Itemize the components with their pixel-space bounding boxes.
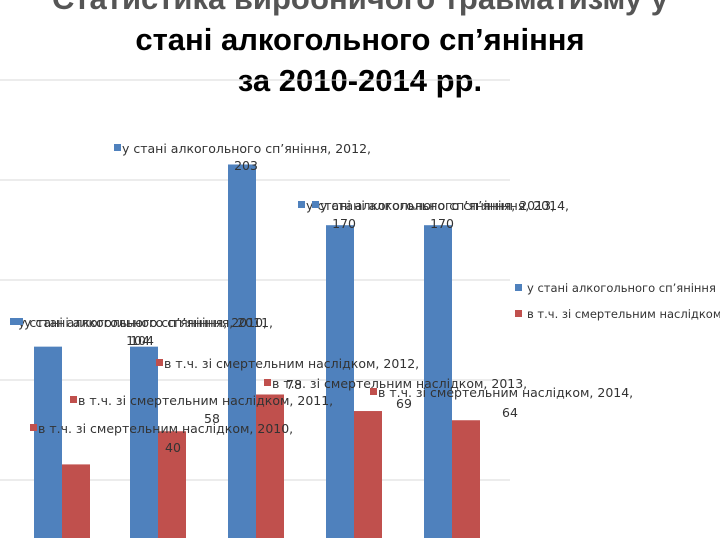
data-value-1-4: 64 bbox=[502, 405, 518, 420]
data-value-1-3: 69 bbox=[396, 396, 412, 411]
legend-swatch-1 bbox=[515, 310, 522, 317]
data-value-0-3: 170 bbox=[332, 216, 356, 231]
data-value-0-1: 104 bbox=[130, 333, 154, 348]
data-value-0-0: 104 bbox=[126, 333, 150, 348]
data-label-1-0: в т.ч. зі смертельним наслідком, 2010, bbox=[38, 421, 293, 436]
bar-fatal-2012 bbox=[256, 394, 284, 538]
data-label-marker-1-2 bbox=[156, 359, 163, 366]
data-label-marker-0-3 bbox=[298, 201, 305, 208]
data-label-marker-0-4 bbox=[312, 201, 319, 208]
data-labels: у стані алкогольного сп’яніння, 2010, 104… bbox=[10, 141, 633, 455]
legend-label-0: у стані алкогольного сп’яніння bbox=[527, 281, 716, 295]
data-label-1-3: в т.ч. зі смертельним наслідком, 2013, bbox=[272, 376, 527, 391]
data-value-1-2: 78 bbox=[286, 377, 302, 392]
bar-total-2014 bbox=[424, 225, 452, 538]
bar-total-2011 bbox=[130, 346, 158, 538]
data-label-0-1: у стані алкогольного сп’яніння, 2011, bbox=[24, 315, 273, 330]
data-label-marker-1-4 bbox=[370, 388, 377, 395]
bar-fatal-2014 bbox=[452, 420, 480, 538]
title-line-1: Статистика виробничого травматизму у bbox=[52, 0, 668, 16]
data-label-1-2: в т.ч. зі смертельним наслідком, 2012, bbox=[164, 356, 419, 371]
bar-total-2013 bbox=[326, 225, 354, 538]
data-value-0-2: 203 bbox=[234, 158, 258, 173]
data-label-0-0: у стані алкогольного сп’яніння, 2010, bbox=[18, 315, 267, 330]
data-label-1-1: в т.ч. зі смертельним наслідком, 2011, bbox=[78, 393, 333, 408]
title-line-2: стані алкогольного сп’яніння bbox=[135, 22, 585, 57]
data-label-marker-0-0 bbox=[10, 318, 17, 325]
data-label-marker-1-0 bbox=[30, 424, 37, 431]
legend: у стані алкогольного сп’яніння в т.ч. зі … bbox=[515, 281, 720, 321]
legend-swatch-0 bbox=[515, 284, 522, 291]
data-value-1-1: 58 bbox=[204, 411, 220, 426]
data-label-0-3: у стані алкогольного сп’яніння, 2013, bbox=[306, 198, 555, 213]
data-label-0-4: у стані алкогольного сп’яніння, 2014, bbox=[320, 198, 569, 213]
bar-fatal-2013 bbox=[354, 411, 382, 538]
data-label-marker-0-1 bbox=[16, 318, 23, 325]
data-label-marker-1-3 bbox=[264, 379, 271, 386]
data-label-1-4: в т.ч. зі смертельним наслідком, 2014, bbox=[378, 385, 633, 400]
data-label-marker-0-2 bbox=[114, 144, 121, 151]
bar-total-2012 bbox=[228, 164, 256, 539]
bars bbox=[34, 164, 480, 539]
bar-fatal-2010 bbox=[62, 464, 90, 538]
data-value-0-4: 170 bbox=[430, 216, 454, 231]
legend-label-1: в т.ч. зі смертельним наслідком bbox=[527, 307, 720, 321]
bar-total-2010 bbox=[34, 346, 62, 538]
data-label-marker-1-1 bbox=[70, 396, 77, 403]
bar-fatal-2011 bbox=[158, 431, 186, 538]
data-value-1-0: 40 bbox=[165, 440, 181, 455]
data-label-0-2: у стані алкогольного сп’яніння, 2012, bbox=[122, 141, 371, 156]
